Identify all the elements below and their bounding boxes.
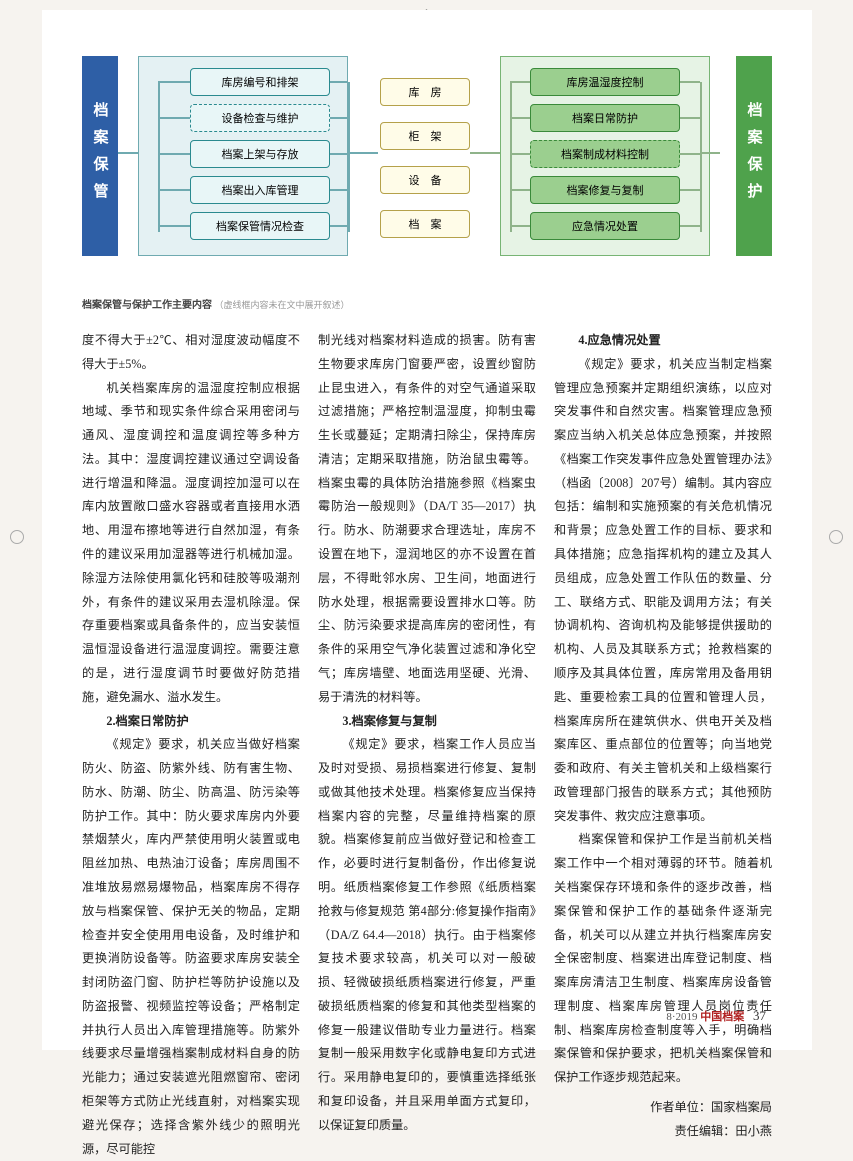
diagram-left-block: 档案保管	[82, 56, 118, 256]
diagram-connector	[680, 225, 700, 227]
flow-diagram: 档案保管 档案保护 库房编号和排架设备检查与维护档案上架与存放档案出入库管理档案…	[82, 52, 772, 282]
diagram-connector	[330, 225, 348, 227]
paragraph: 度不得大于±2℃、相对湿度波动幅度不得大于±5%。	[82, 329, 300, 377]
diagram-connector	[158, 225, 190, 227]
heading-4: 4.应急情况处置	[554, 329, 772, 353]
diagram-sand-box-0: 库 房	[380, 78, 470, 106]
diagram-connector	[680, 117, 700, 119]
editor-line: 责任编辑：田小燕	[554, 1120, 772, 1144]
diagram-caption: 档案保管与保护工作主要内容 （虚线框内容未在文中展开叙述）	[82, 290, 772, 311]
diagram-connector	[510, 82, 512, 232]
diagram-connector	[158, 153, 190, 155]
heading-2: 2.档案日常防护	[82, 710, 300, 734]
diagram-right-block: 档案保护	[736, 56, 772, 256]
diagram-connector	[680, 189, 700, 191]
diagram-teal-box-2: 档案上架与存放	[190, 140, 330, 168]
diagram-teal-box-0: 库房编号和排架	[190, 68, 330, 96]
diagram-connector	[158, 117, 190, 119]
column-2: 制光线对档案材料造成的损害。防有害生物要求库房门窗要严密，设置纱窗防止昆虫进入，…	[318, 329, 536, 1161]
diagram-connector	[700, 82, 702, 232]
diagram-green-box-1: 档案日常防护	[530, 104, 680, 132]
diagram-sand-box-1: 柜 架	[380, 122, 470, 150]
diagram-connector	[510, 81, 530, 83]
diagram-connector	[348, 152, 378, 154]
diagram-connector	[680, 81, 700, 83]
cropmark-right	[829, 530, 843, 544]
diagram-caption-title: 档案保管与保护工作主要内容	[82, 300, 212, 311]
diagram-green-box-2: 档案制成材料控制	[530, 140, 680, 168]
paragraph: 《规定》要求，档案工作人员应当及时对受损、易损档案进行修复、复制或做其他技术处理…	[318, 733, 536, 1137]
diagram-green-box-4: 应急情况处置	[530, 212, 680, 240]
diagram-connector	[158, 82, 160, 232]
footer-journal: 中国档案	[700, 1011, 744, 1023]
diagram-sand-box-2: 设 备	[380, 166, 470, 194]
diagram-teal-box-1: 设备检查与维护	[190, 104, 330, 132]
page: 档案保管 档案保护 库房编号和排架设备检查与维护档案上架与存放档案出入库管理档案…	[42, 10, 812, 1050]
paragraph: 《规定》要求，机关应当制定档案管理应急预案并定期组织演练，以应对突发事件和自然灾…	[554, 353, 772, 829]
cropmark-left	[10, 530, 24, 544]
diagram-connector	[348, 82, 350, 232]
diagram-connector	[158, 81, 190, 83]
paragraph: 《规定》要求，机关应当做好档案防火、防盗、防紫外线、防有害生物、防水、防潮、防尘…	[82, 733, 300, 1161]
diagram-connector	[700, 152, 720, 154]
body-columns: 度不得大于±2℃、相对湿度波动幅度不得大于±5%。 机关档案库房的温湿度控制应根…	[82, 329, 772, 1161]
footer-page: 37	[753, 1008, 766, 1023]
diagram-connector	[470, 152, 500, 154]
diagram-connector	[510, 153, 530, 155]
diagram-connector	[118, 152, 138, 154]
diagram-connector	[330, 117, 348, 119]
column-3: 4.应急情况处置 《规定》要求，机关应当制定档案管理应急预案并定期组织演练，以应…	[554, 329, 772, 1161]
author-line: 作者单位：国家档案局	[554, 1096, 772, 1120]
diagram-connector	[510, 117, 530, 119]
diagram-connector	[510, 189, 530, 191]
column-1: 度不得大于±2℃、相对湿度波动幅度不得大于±5%。 机关档案库房的温湿度控制应根…	[82, 329, 300, 1161]
diagram-connector	[330, 189, 348, 191]
diagram-sand-box-3: 档 案	[380, 210, 470, 238]
diagram-green-box-0: 库房温湿度控制	[530, 68, 680, 96]
diagram-connector	[330, 81, 348, 83]
heading-3: 3.档案修复与复制	[318, 710, 536, 734]
paragraph: 机关档案库房的温湿度控制应根据地域、季节和现实条件综合采用密闭与通风、湿度调控和…	[82, 377, 300, 710]
footer-issue: 8·2019	[666, 1011, 697, 1023]
diagram-connector	[510, 225, 530, 227]
diagram-connector	[158, 189, 190, 191]
diagram-teal-box-4: 档案保管情况检查	[190, 212, 330, 240]
diagram-green-box-3: 档案修复与复制	[530, 176, 680, 204]
diagram-teal-box-3: 档案出入库管理	[190, 176, 330, 204]
page-footer: 8·2019 中国档案 37	[666, 1008, 766, 1024]
diagram-connector	[330, 153, 348, 155]
diagram-caption-note: （虚线框内容未在文中展开叙述）	[215, 300, 350, 310]
diagram-connector	[680, 153, 700, 155]
paragraph: 制光线对档案材料造成的损害。防有害生物要求库房门窗要严密，设置纱窗防止昆虫进入，…	[318, 329, 536, 710]
paragraph: 档案保管和保护工作是当前机关档案工作中一个相对薄弱的环节。随着机关档案保存环境和…	[554, 828, 772, 1090]
